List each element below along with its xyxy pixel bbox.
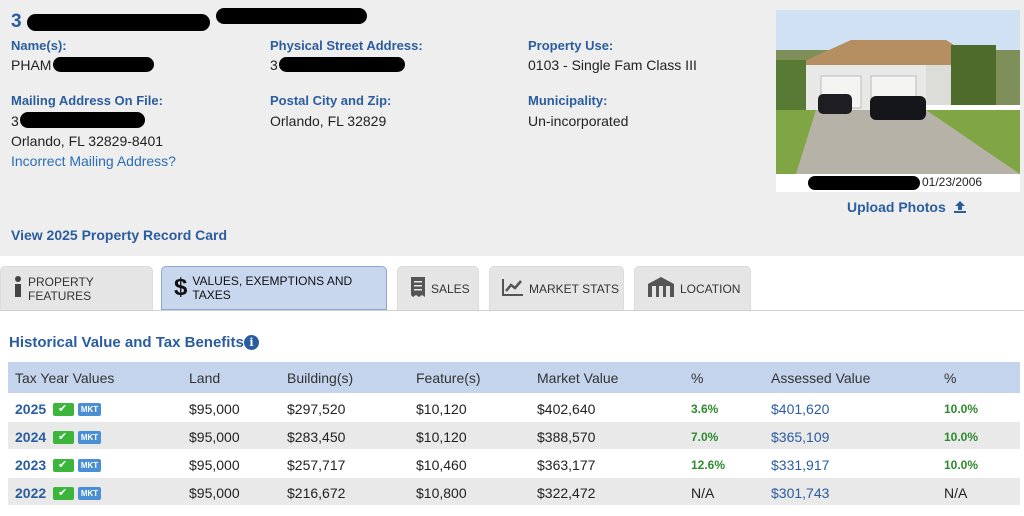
- assessed-pct: N/A: [944, 485, 968, 501]
- market-pct: 7.0%: [691, 430, 719, 444]
- land-value: $95,000: [189, 429, 240, 445]
- building-value: $216,672: [287, 485, 346, 501]
- upload-photos-button[interactable]: Upload Photos: [847, 199, 967, 217]
- table-row: [8, 422, 1020, 449]
- market-value: $402,640: [537, 401, 596, 417]
- receipt-icon: [410, 276, 426, 301]
- tab-label: SALES: [431, 281, 470, 296]
- col-buildings: Building(s): [287, 370, 354, 386]
- assessed-value: $331,917: [771, 457, 830, 473]
- building-value: $257,717: [287, 457, 346, 473]
- municipality-label: Municipality:: [528, 93, 608, 108]
- mailing-address-line2: Orlando, FL 32829-8401: [11, 133, 164, 149]
- land-value: $95,000: [189, 457, 240, 473]
- mkt-badge[interactable]: MKT: [78, 459, 101, 472]
- tab-property-features[interactable]: PROPERTY FEATURES: [0, 266, 153, 310]
- mailing-address-label: Mailing Address On File:: [11, 93, 163, 108]
- assessed-pct: 10.0%: [944, 402, 979, 416]
- col-land: Land: [189, 370, 221, 386]
- col-tax-year: Tax Year Values: [15, 370, 115, 386]
- year-link[interactable]: 2022: [15, 485, 47, 501]
- checkmark-icon: [53, 402, 74, 416]
- postal-city-zip-value: Orlando, FL 32829: [270, 113, 387, 129]
- checkmark-icon: [53, 430, 74, 444]
- info-tooltip-icon[interactable]: i: [244, 335, 259, 350]
- incorrect-mailing-address-link[interactable]: Incorrect Mailing Address?: [11, 153, 176, 169]
- tab-label: VALUES, EXEMPTIONS AND TAXES: [192, 274, 353, 302]
- tab-sales[interactable]: SALES: [397, 266, 479, 310]
- redacted-photo-caption: [808, 176, 920, 190]
- market-value: $322,472: [537, 485, 596, 501]
- market-value: $388,570: [537, 429, 596, 445]
- redacted-owner-header: [216, 8, 367, 24]
- table-header: [8, 362, 1020, 393]
- market-pct: 3.6%: [691, 402, 719, 416]
- mkt-badge[interactable]: MKT: [78, 487, 101, 500]
- physical-address-label: Physical Street Address:: [270, 38, 423, 53]
- col-market-value: Market Value: [537, 370, 619, 386]
- photo-date: 01/23/2006: [922, 175, 983, 189]
- info-icon: [13, 276, 23, 301]
- chart-line-icon: [502, 278, 524, 299]
- tab-label: LOCATION: [680, 281, 741, 296]
- tab-divider: [0, 310, 1024, 311]
- physical-address-value: 3: [270, 57, 278, 73]
- names-value: PHAM: [11, 57, 52, 73]
- col-market-pct: %: [691, 370, 704, 386]
- parcel-title: 3: [11, 11, 22, 32]
- section-title: Historical Value and Tax Benefits: [9, 334, 244, 351]
- building-icon: [647, 276, 675, 301]
- assessed-value: $301,743: [771, 485, 830, 501]
- tab-label: MARKET STATS: [529, 281, 620, 296]
- property-use-label: Property Use:: [528, 38, 614, 53]
- market-value: $363,177: [537, 457, 596, 473]
- property-record-card-link[interactable]: View 2025 Property Record Card: [11, 227, 228, 243]
- building-value: $283,450: [287, 429, 346, 445]
- property-photo[interactable]: [776, 10, 1020, 174]
- table-row: [8, 478, 1020, 505]
- table-row: [8, 450, 1020, 477]
- redacted-mailing-street: [20, 112, 145, 128]
- assessed-pct: 10.0%: [944, 430, 979, 444]
- checkmark-icon: [53, 458, 74, 472]
- upload-photos-label: Upload Photos: [847, 199, 946, 215]
- market-pct: N/A: [691, 485, 715, 501]
- feature-value: $10,800: [416, 485, 467, 501]
- building-value: $297,520: [287, 401, 346, 417]
- land-value: $95,000: [189, 401, 240, 417]
- assessed-value: $365,109: [771, 429, 830, 445]
- tab-label: PROPERTY FEATURES: [28, 274, 94, 303]
- tab-market-stats[interactable]: MARKET STATS: [489, 266, 624, 310]
- assessed-pct: 10.0%: [944, 458, 979, 472]
- table-row: [8, 394, 1020, 421]
- redacted-physical-street: [279, 57, 405, 72]
- municipality-value: Un-incorporated: [528, 113, 629, 129]
- upload-icon: [953, 200, 967, 217]
- col-assessed-value: Assessed Value: [771, 370, 871, 386]
- dollar-icon: $: [174, 274, 188, 301]
- year-link[interactable]: 2025: [15, 401, 47, 417]
- feature-value: $10,460: [416, 457, 467, 473]
- col-features: Feature(s): [416, 370, 481, 386]
- land-value: $95,000: [189, 485, 240, 501]
- year-link[interactable]: 2023: [15, 457, 47, 473]
- mailing-address-line1: 3: [11, 113, 19, 129]
- checkmark-icon: [53, 486, 74, 500]
- redacted-name: [53, 57, 154, 72]
- col-assessed-pct: %: [944, 370, 957, 386]
- names-label: Name(s):: [11, 38, 67, 53]
- property-photo-card: [776, 10, 1020, 192]
- feature-value: $10,120: [416, 401, 467, 417]
- feature-value: $10,120: [416, 429, 467, 445]
- year-link[interactable]: 2024: [15, 429, 47, 445]
- tab-location[interactable]: LOCATION: [634, 266, 751, 310]
- property-use-value: 0103 - Single Fam Class III: [528, 57, 697, 73]
- mkt-badge[interactable]: MKT: [78, 403, 101, 416]
- market-pct: 12.6%: [691, 458, 726, 472]
- assessed-value: $401,620: [771, 401, 830, 417]
- mkt-badge[interactable]: MKT: [78, 431, 101, 444]
- redacted-parcel-id: [27, 14, 210, 31]
- postal-city-zip-label: Postal City and Zip:: [270, 93, 392, 108]
- tab-values-exemptions-taxes[interactable]: $ VALUES, EXEMPTIONS AND TAXES: [161, 266, 387, 310]
